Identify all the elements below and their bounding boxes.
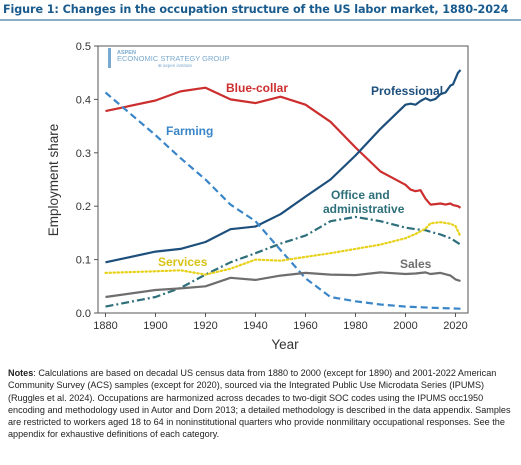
line-chart: ASPEN ECONOMIC STRATEGY GROUP ⊕ aspen in… bbox=[0, 19, 521, 352]
y-tick-label: 0.5 bbox=[76, 41, 91, 53]
aspen-logo: ASPEN ECONOMIC STRATEGY GROUP ⊕ aspen in… bbox=[108, 48, 230, 68]
x-tick-label: 2000 bbox=[393, 320, 417, 332]
logo-line2: ECONOMIC STRATEGY GROUP bbox=[117, 54, 230, 63]
label-blue-collar: Blue-collar bbox=[226, 81, 288, 95]
notes-text: : Calculations are based on decadal US c… bbox=[8, 368, 511, 440]
label-office-line2: administrative bbox=[323, 202, 405, 216]
y-tick-label: 0.2 bbox=[76, 201, 91, 213]
label-professional: Professional bbox=[371, 84, 443, 98]
series-line-professional bbox=[105, 69, 462, 264]
x-tick-label: 2020 bbox=[443, 320, 467, 332]
x-axis: 1880 1900 1920 1940 1960 1980 2000 2020 bbox=[93, 313, 468, 332]
label-sales: Sales bbox=[400, 257, 432, 271]
y-tick-label: 0.3 bbox=[76, 148, 91, 160]
x-tick-label: 1960 bbox=[293, 320, 317, 332]
series-line-services bbox=[104, 221, 462, 276]
figure-title: Figure 1: Changes in the occupation stru… bbox=[3, 3, 509, 16]
label-services: Services bbox=[158, 255, 208, 269]
logo-bar bbox=[108, 48, 111, 68]
x-tick-label: 1980 bbox=[343, 320, 367, 332]
notes-label: Notes bbox=[8, 368, 34, 378]
series-line-sales bbox=[105, 271, 461, 299]
y-axis: 0.0 0.1 0.2 0.3 0.4 0.5 bbox=[76, 41, 98, 320]
y-tick-label: 0.4 bbox=[76, 94, 91, 106]
logo-line3: ⊕ aspen institute bbox=[158, 63, 193, 68]
x-tick-label: 1920 bbox=[193, 320, 217, 332]
x-tick-label: 1940 bbox=[243, 320, 267, 332]
label-farming: Farming bbox=[166, 124, 213, 138]
x-axis-title: Year bbox=[271, 337, 299, 352]
y-tick-label: 0.1 bbox=[76, 255, 91, 267]
series-line-office-and-administrative bbox=[105, 215, 462, 308]
y-axis-title: Employment share bbox=[46, 124, 61, 237]
series-line-blue-collar bbox=[105, 86, 462, 209]
figure-notes: Notes: Calculations are based on decadal… bbox=[8, 367, 516, 441]
label-office-line1: Office and bbox=[331, 188, 390, 202]
y-tick-label: 0.0 bbox=[76, 308, 91, 320]
logo-line1: ASPEN bbox=[117, 50, 136, 56]
series-line-farming bbox=[104, 91, 461, 310]
plot-frame bbox=[97, 45, 469, 314]
x-tick-label: 1900 bbox=[143, 320, 167, 332]
series-lines bbox=[104, 69, 462, 310]
x-tick-label: 1880 bbox=[93, 320, 117, 332]
